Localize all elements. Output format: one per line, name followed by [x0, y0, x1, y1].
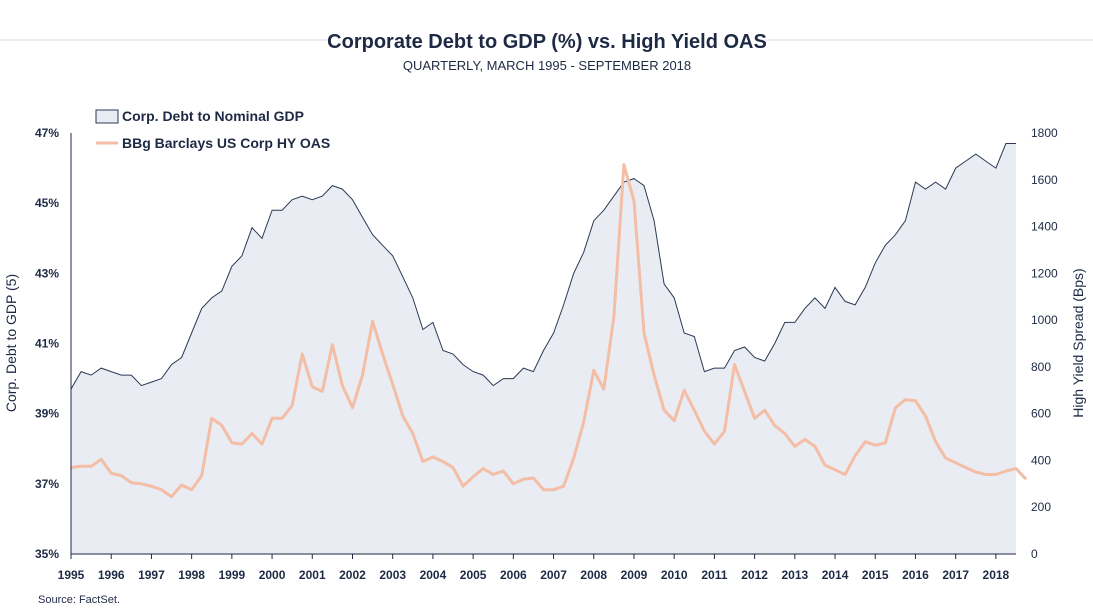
series-hy-oas-line: [70, 163, 1028, 499]
right-tick-label: 0: [1031, 547, 1038, 561]
series-corp-debt-line: [70, 143, 1016, 390]
x-tick-label: 2011: [701, 568, 727, 582]
x-tick-label: 2014: [822, 568, 849, 582]
right-tick-label: 1000: [1031, 313, 1058, 327]
x-tick-label: 2010: [661, 568, 688, 582]
legend-label-debt: Corp. Debt to Nominal GDP: [122, 108, 304, 124]
right-tick-label: 1400: [1031, 220, 1058, 234]
legend: Corp. Debt to Nominal GDP BBg Barclays U…: [95, 108, 330, 151]
x-tick-label: 2007: [540, 568, 567, 582]
left-tick-label: 43%: [35, 266, 59, 280]
x-tick-label: 1997: [138, 568, 165, 582]
area-series-group: [70, 143, 1016, 554]
x-tick-label: 2008: [580, 568, 607, 582]
right-tick-label: 1600: [1031, 173, 1058, 187]
x-tick-label: 2017: [942, 568, 969, 582]
left-tick-label: 47%: [35, 126, 59, 140]
right-tick-label: 1800: [1031, 126, 1058, 140]
chart-title: Corporate Debt to GDP (%) vs. High Yield…: [327, 31, 767, 53]
left-tick-label: 39%: [35, 407, 59, 421]
right-tick-label: 800: [1031, 360, 1051, 374]
legend-label-oas: BBg Barclays US Corp HY OAS: [122, 135, 330, 151]
left-tick-label: 41%: [35, 337, 59, 351]
right-tick-label: 400: [1031, 453, 1051, 467]
x-tick-label: 1995: [58, 568, 85, 582]
left-tick-label: 35%: [35, 547, 59, 561]
x-tick-label: 2018: [983, 568, 1010, 582]
left-axis-ticks: 35% 37% 39% 41% 43% 45% 47%: [35, 126, 59, 561]
x-tick-label: 1996: [98, 568, 125, 582]
x-tick-label: 2004: [420, 568, 447, 582]
x-axis-ticks: 1995 1996 1997 1998 1999 2000 2001 2002 2003 2004…: [58, 554, 1010, 582]
x-tick-label: 2002: [339, 568, 366, 582]
x-tick-label: 2012: [741, 568, 768, 582]
right-tick-label: 200: [1031, 500, 1051, 514]
x-tick-label: 1998: [178, 568, 205, 582]
x-tick-label: 2003: [379, 568, 406, 582]
left-axis-title: Corp. Debt to GDP (5): [3, 274, 19, 412]
left-tick-label: 37%: [35, 477, 59, 491]
x-tick-label: 2001: [299, 568, 326, 582]
chart-subtitle: QUARTERLY, MARCH 1995 - SEPTEMBER 2018: [403, 58, 691, 73]
x-tick-label: 2006: [500, 568, 527, 582]
right-axis-ticks: 0 200 400 600 800 1000 1200 1400 1600 1800: [1031, 126, 1058, 561]
x-tick-label: 1999: [218, 568, 245, 582]
left-tick-label: 45%: [35, 196, 59, 210]
right-axis-title: High Yield Spread (Bps): [1070, 268, 1086, 417]
x-tick-label: 2015: [862, 568, 889, 582]
source-note: Source: FactSet.: [38, 594, 120, 606]
x-tick-label: 2013: [781, 568, 808, 582]
x-tick-label: 2000: [259, 568, 286, 582]
line-series-group: [70, 163, 1028, 499]
right-tick-label: 600: [1031, 407, 1051, 421]
legend-swatch-debt: [95, 109, 119, 124]
x-tick-label: 2005: [460, 568, 487, 582]
x-tick-label: 2009: [621, 568, 648, 582]
right-tick-label: 1200: [1031, 266, 1058, 280]
x-tick-label: 2016: [902, 568, 929, 582]
series-corp-debt-area: [71, 143, 1016, 554]
